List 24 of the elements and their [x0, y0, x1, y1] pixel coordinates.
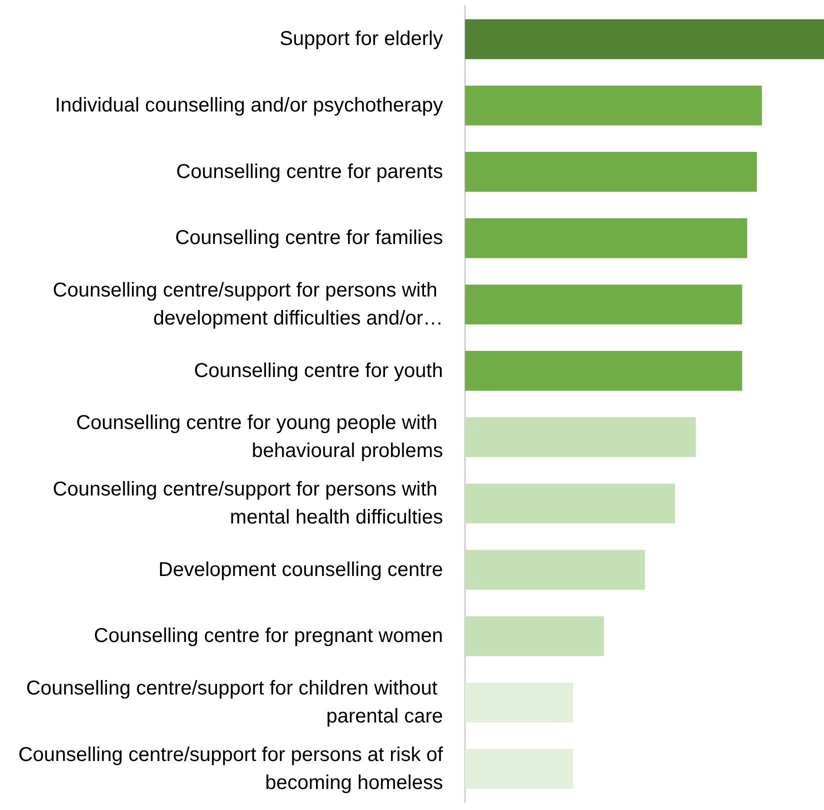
y-tick-label: Counselling centre for young people with behavioural problems — [76, 412, 443, 462]
bar — [465, 550, 645, 590]
bar — [465, 748, 574, 789]
y-tick-label: Individual counselling and/or psychotherapy — [54, 94, 443, 116]
y-tick-label: Counselling centre/support for children without parental care — [26, 678, 443, 728]
y-tick-label: Counselling centre/support for persons with mental health difficulties — [52, 478, 443, 528]
y-tick-label: Counselling centre for parents — [176, 160, 443, 183]
y-tick-label: Counselling centre for youth — [194, 360, 443, 382]
y-tick-label: Counselling centre for pregnant women — [94, 625, 443, 648]
y-tick-label: Counselling centre/support for persons at risk of becoming homeless — [18, 744, 444, 794]
y-tick-label: Counselling centre/support for persons with development difficulties and/or… — [52, 280, 443, 330]
bar — [465, 152, 757, 192]
bar — [465, 19, 824, 60]
y-tick-label: Support for elderly — [280, 28, 443, 50]
y-tick-label: Development counselling centre — [158, 558, 443, 581]
bar — [465, 682, 574, 722]
bar — [465, 284, 742, 324]
bar — [465, 484, 676, 524]
y-tick-label: Counselling centre for families — [175, 227, 443, 250]
bar — [465, 417, 696, 458]
bar — [465, 86, 762, 126]
bar — [465, 218, 748, 258]
bar — [465, 350, 742, 391]
bar — [465, 616, 604, 656]
